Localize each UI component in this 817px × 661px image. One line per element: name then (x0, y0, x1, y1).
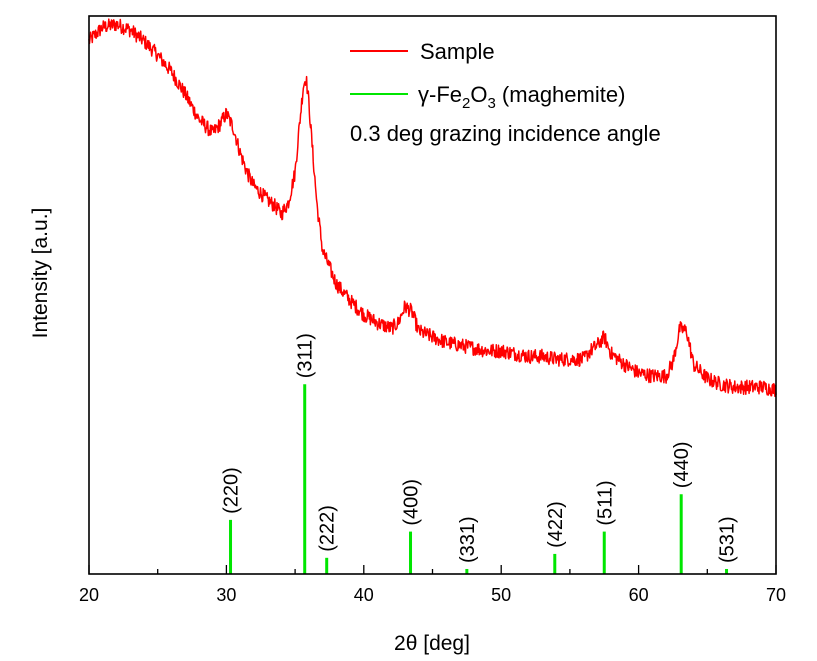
legend-ref-suffix: (maghemite) (496, 82, 626, 107)
x-axis-label: 2θ [deg] (394, 632, 470, 655)
x-tick-label-70: 70 (766, 585, 786, 605)
y-axis-label: Intensity [a.u.] (29, 208, 52, 339)
legend-note: 0.3 deg grazing incidence angle (350, 121, 661, 146)
peak-label-4: (331) (457, 516, 479, 563)
peak-label-8: (531) (717, 516, 739, 563)
x-tick-label-30: 30 (216, 585, 236, 605)
peak-label-7: (440) (671, 441, 693, 488)
x-tick-label-50: 50 (491, 585, 511, 605)
x-tick-label-20: 20 (79, 585, 99, 605)
peak-label-5: (422) (545, 501, 567, 548)
legend: Sample γ-Fe2O3 (maghemite) 0.3 deg grazi… (350, 39, 661, 146)
sample-series-line (88, 18, 777, 398)
peak-label-0: (220) (221, 467, 243, 514)
legend-ref-prefix: γ-Fe (418, 82, 462, 107)
legend-sample-label: Sample (420, 39, 495, 64)
legend-ref-mid: O (470, 82, 487, 107)
x-tick-label-60: 60 (629, 585, 649, 605)
peak-label-3: (400) (401, 479, 423, 526)
legend-ref-sub2: 3 (487, 95, 495, 112)
legend-reference-label: γ-Fe2O3 (maghemite) (418, 82, 625, 112)
x-axis-ticks: 20 30 40 50 60 70 (79, 565, 786, 605)
peak-label-6: (511) (594, 480, 616, 525)
legend-ref-sub1: 2 (462, 95, 470, 112)
plot-content: (220) (311) (222) (400) (331) (422) (511) (440)… (88, 18, 777, 574)
peak-label-2: (222) (317, 505, 339, 552)
x-tick-label-40: 40 (354, 585, 374, 605)
peak-label-1: (311) (295, 333, 317, 378)
